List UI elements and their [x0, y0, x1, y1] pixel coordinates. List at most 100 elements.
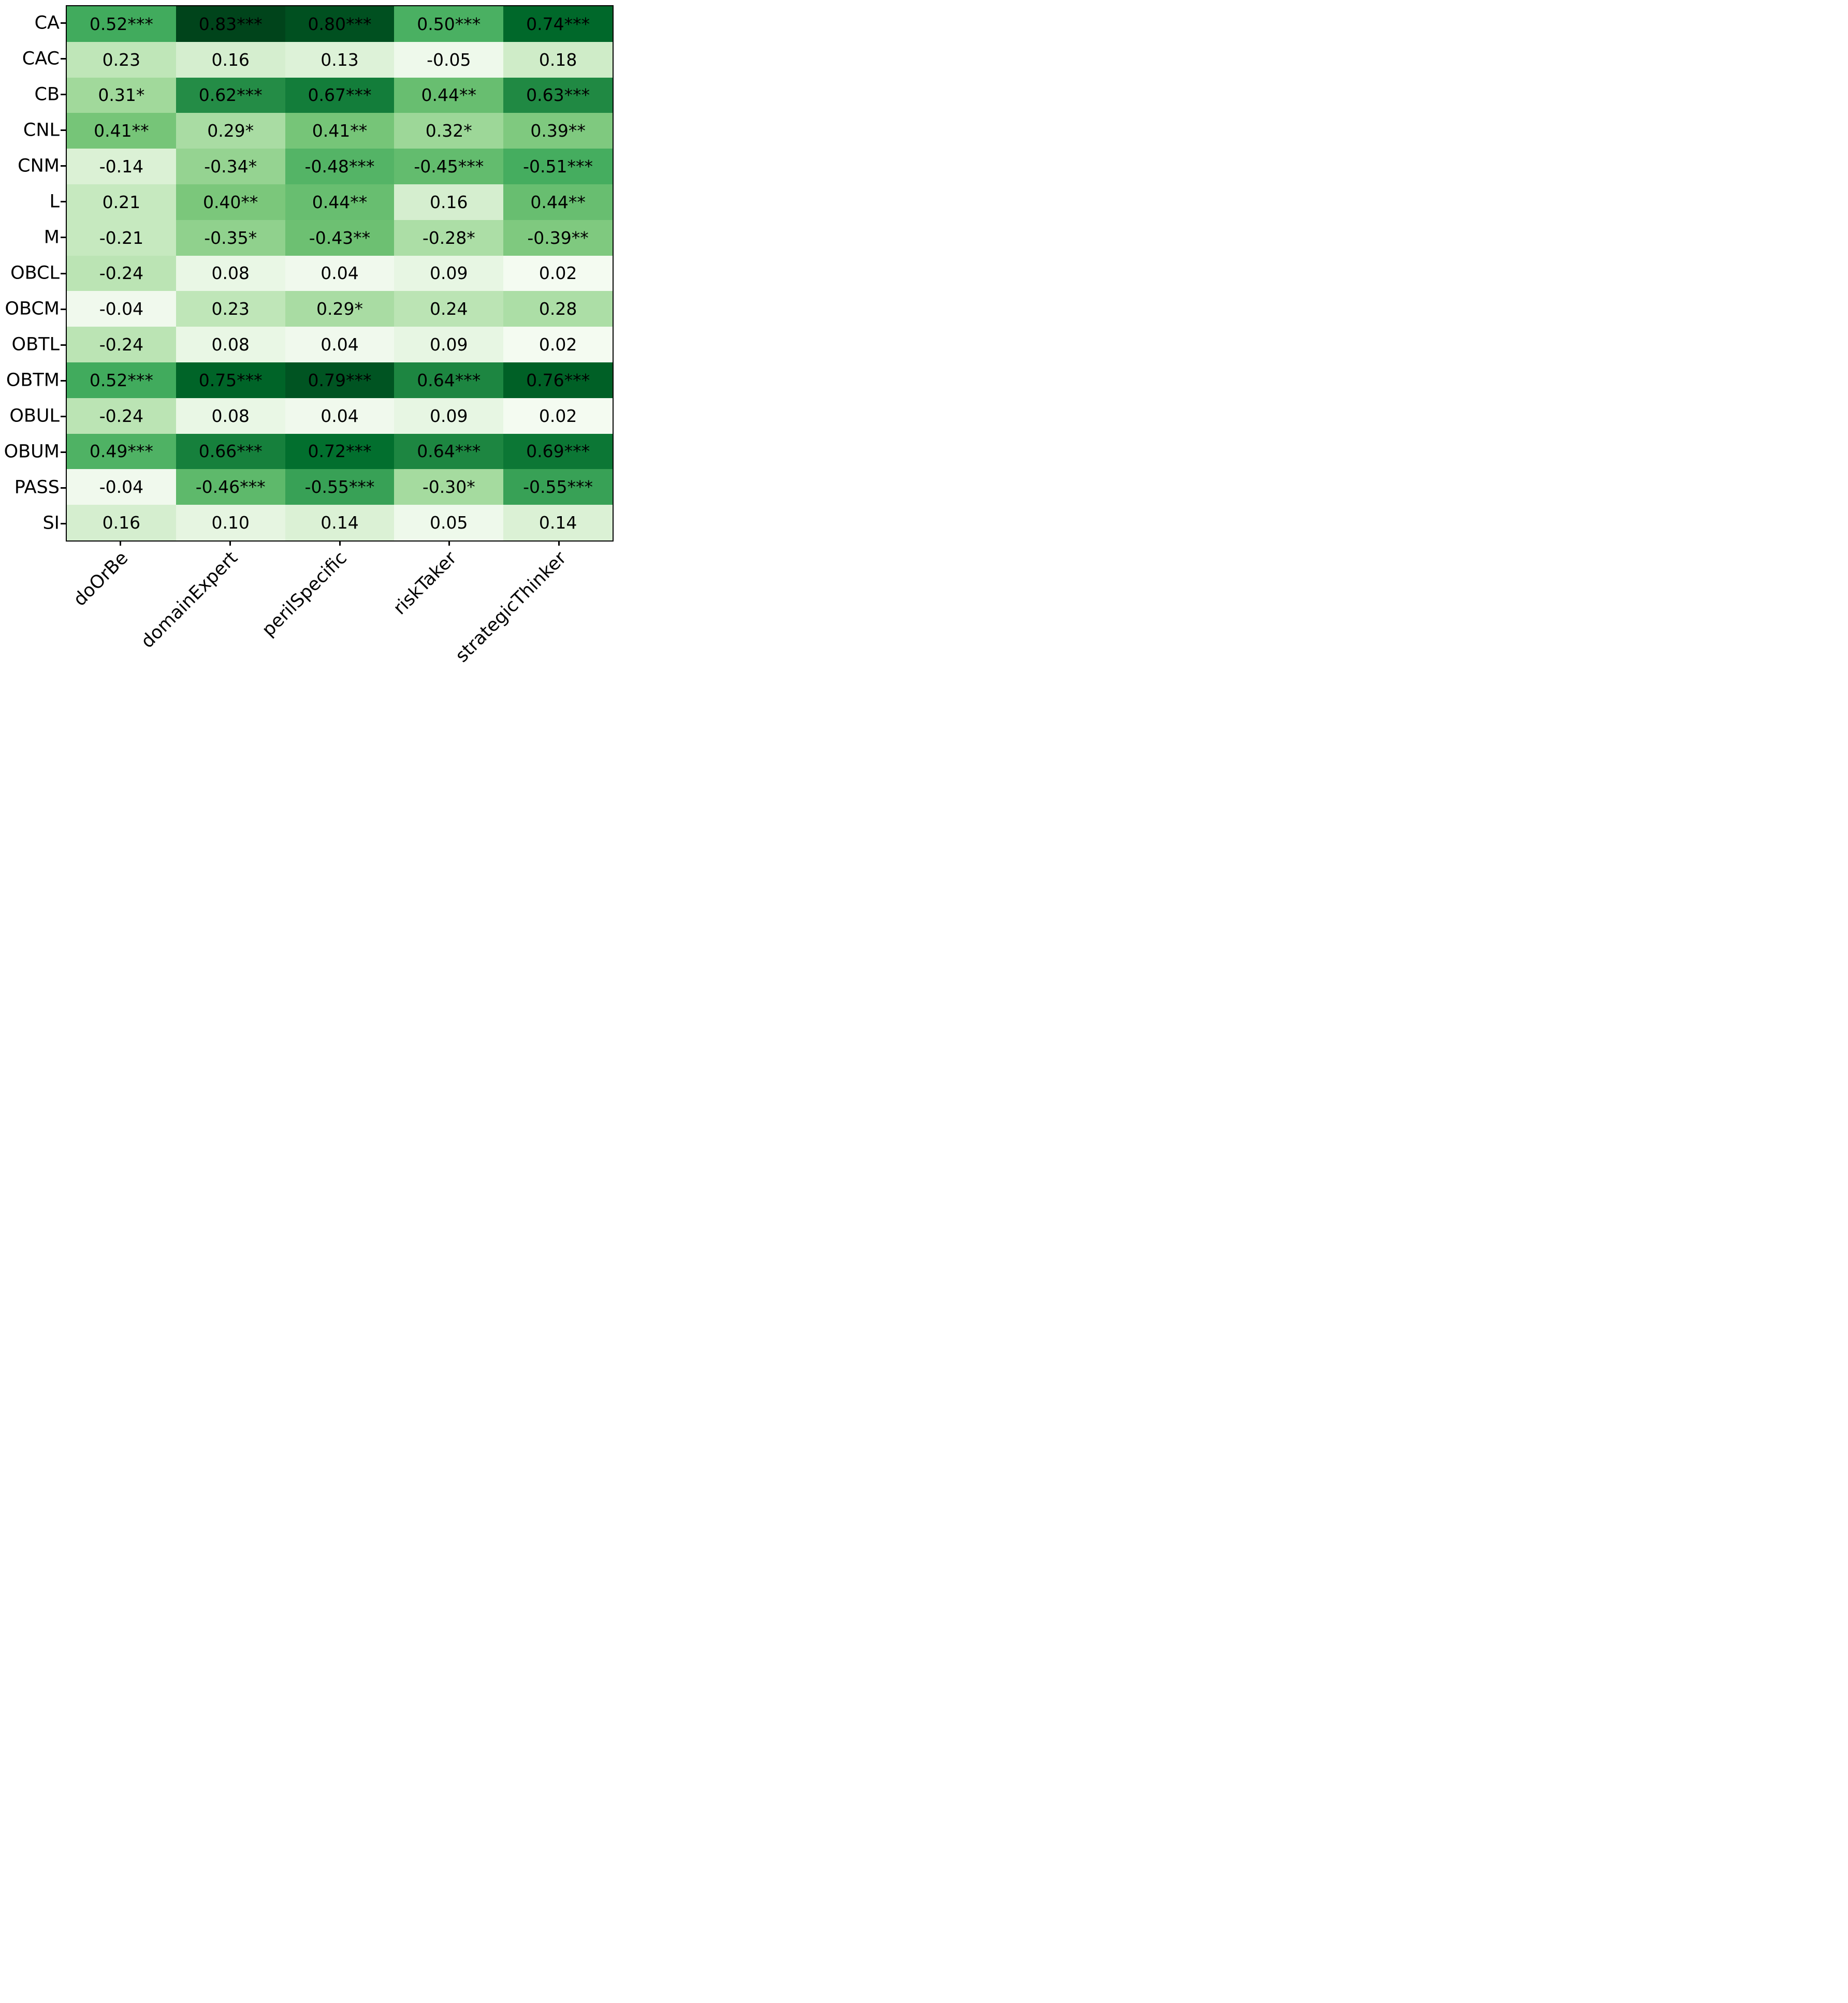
heatmap-cell: -0.35*	[176, 220, 285, 256]
row-label: CA	[34, 12, 60, 34]
heatmap-cell: -0.45***	[394, 149, 504, 184]
heatmap-cell: 0.23	[67, 41, 176, 78]
row-label: M	[43, 227, 60, 248]
heatmap-cell: -0.34*	[176, 149, 285, 184]
y-axis-tick	[61, 451, 66, 453]
heatmap-cell: 0.09	[394, 327, 504, 362]
heatmap-cell: -0.48***	[285, 149, 395, 184]
col-label: perilSpecific	[258, 547, 352, 641]
heatmap-cell: 0.28	[503, 291, 613, 327]
heatmap-cell: 0.44**	[285, 184, 395, 220]
heatmap-cell: 0.04	[285, 255, 395, 291]
y-axis-tick	[61, 308, 66, 310]
row-label: CNL	[23, 120, 60, 141]
heatmap-cell: 0.29*	[285, 291, 395, 327]
y-axis-tick	[61, 94, 66, 96]
x-axis-tick	[229, 540, 231, 546]
heatmap-cell: 0.74***	[503, 6, 613, 42]
y-axis-tick	[61, 22, 66, 24]
heatmap-cell: 0.44**	[503, 184, 613, 220]
heatmap-cell: 0.10	[176, 505, 285, 540]
y-axis-tick	[61, 522, 66, 524]
heatmap-cell: -0.28*	[394, 220, 504, 256]
col-label: riskTaker	[389, 547, 461, 619]
heatmap-cell: 0.16	[176, 41, 285, 78]
heatmap-cell: 0.76***	[503, 362, 613, 398]
heatmap-cell: 0.29*	[176, 113, 285, 149]
heatmap-cell: -0.24	[67, 327, 176, 362]
heatmap-cell: 0.08	[176, 398, 285, 434]
heatmap-cell: -0.14	[67, 149, 176, 184]
correlation-heatmap-figure: 0.52*** 0.83*** 0.80*** 0.50*** 0.74*** 0.23 0…	[0, 0, 616, 668]
heatmap-cell: 0.32*	[394, 113, 504, 149]
heatmap-cell: 0.08	[176, 255, 285, 291]
heatmap-cell: 0.04	[285, 327, 395, 362]
heatmap-cell: 0.02	[503, 327, 613, 362]
heatmap-cell: 0.14	[285, 505, 395, 540]
heatmap-cell: -0.05	[394, 41, 504, 78]
heatmap-cell: -0.55***	[503, 469, 613, 505]
heatmap-cell: 0.24	[394, 291, 504, 327]
heatmap-cell: 0.41**	[285, 113, 395, 149]
heatmap-cell: 0.63***	[503, 77, 613, 113]
heatmap-cell: 0.64***	[394, 433, 504, 470]
x-axis-tick	[120, 540, 122, 546]
heatmap-cell: 0.39**	[503, 113, 613, 149]
heatmap-cell: 0.21	[67, 184, 176, 220]
heatmap-cell: 0.69***	[503, 433, 613, 470]
heatmap-cell: 0.02	[503, 398, 613, 434]
y-axis-tick	[61, 487, 66, 489]
y-axis-tick	[61, 272, 66, 274]
heatmap-cell: 0.05	[394, 505, 504, 540]
col-label: doOrBe	[69, 547, 132, 610]
heatmap-cell: 0.72***	[285, 433, 395, 470]
heatmap-cell: -0.39**	[503, 220, 613, 256]
heatmap-cell: 0.18	[503, 41, 613, 78]
heatmap-cell: 0.31*	[67, 77, 176, 113]
y-axis-tick	[61, 201, 66, 203]
row-label: CAC	[22, 48, 60, 69]
heatmap-cell: -0.04	[67, 291, 176, 327]
heatmap-cell: 0.16	[394, 184, 504, 220]
heatmap-cell: 0.09	[394, 398, 504, 434]
heatmap-grid: 0.52*** 0.83*** 0.80*** 0.50*** 0.74*** 0.23 0…	[66, 5, 614, 542]
heatmap-cell: -0.04	[67, 469, 176, 505]
heatmap-cell: -0.43**	[285, 220, 395, 256]
heatmap-cell: -0.21	[67, 220, 176, 256]
heatmap-cell: 0.44**	[394, 77, 504, 113]
y-axis-tick	[61, 415, 66, 417]
heatmap-cell: 0.75***	[176, 362, 285, 398]
row-label: OBCL	[10, 262, 60, 284]
row-label: OBUM	[4, 441, 60, 462]
heatmap-cell: 0.40**	[176, 184, 285, 220]
heatmap-cell: 0.08	[176, 327, 285, 362]
x-axis-tick	[339, 540, 341, 546]
heatmap-cell: 0.23	[176, 291, 285, 327]
row-label: L	[49, 191, 60, 212]
heatmap-cell: 0.04	[285, 398, 395, 434]
heatmap-cell: -0.30*	[394, 469, 504, 505]
heatmap-cell: -0.55***	[285, 469, 395, 505]
heatmap-cell: 0.14	[503, 505, 613, 540]
heatmap-cell: 0.02	[503, 255, 613, 291]
row-label: CNM	[18, 155, 60, 177]
heatmap-cell: 0.66***	[176, 433, 285, 470]
heatmap-cell: 0.62***	[176, 77, 285, 113]
heatmap-cell: 0.67***	[285, 77, 395, 113]
row-label: SI	[42, 513, 60, 534]
y-axis-tick	[61, 379, 66, 382]
y-axis-tick	[61, 129, 66, 131]
heatmap-cell: -0.24	[67, 255, 176, 291]
heatmap-cell: 0.13	[285, 41, 395, 78]
heatmap-cell: -0.46***	[176, 469, 285, 505]
row-label: PASS	[14, 477, 60, 498]
heatmap-cell: 0.80***	[285, 6, 395, 42]
heatmap-cell: 0.41**	[67, 113, 176, 149]
heatmap-cell: 0.64***	[394, 362, 504, 398]
row-label: OBCM	[5, 298, 60, 319]
heatmap-cell: 0.16	[67, 505, 176, 540]
x-axis-tick	[448, 540, 450, 546]
row-label: OBUL	[9, 405, 60, 427]
row-label: OBTL	[11, 334, 60, 355]
row-label: OBTM	[6, 370, 60, 391]
